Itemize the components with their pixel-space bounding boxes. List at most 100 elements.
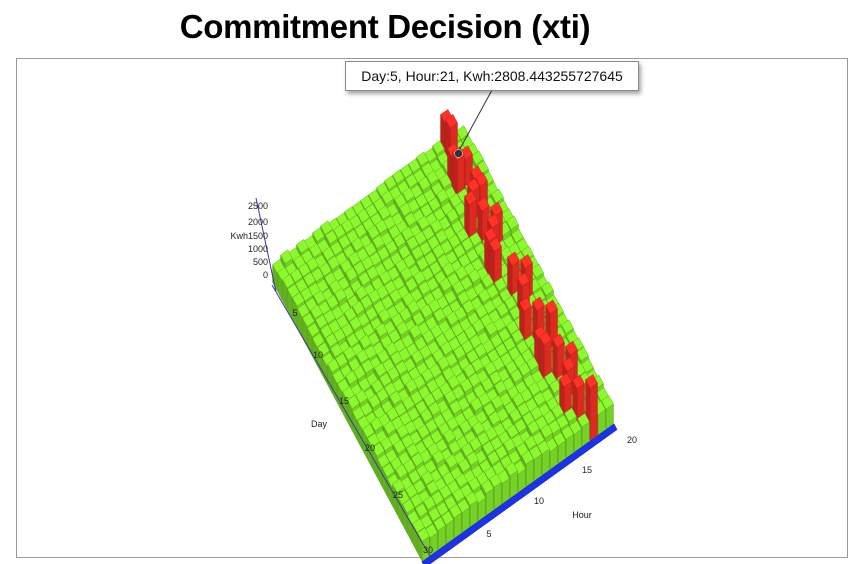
bar-face-top <box>358 271 371 286</box>
hour-axis: 5 10 15 20 Hour <box>486 435 637 539</box>
bar-face-top <box>361 255 374 271</box>
bar-face-top <box>322 246 335 261</box>
bar-face-top <box>382 462 395 478</box>
bar-face-top <box>465 491 478 506</box>
bar-face-top <box>418 176 431 191</box>
bar-face-top <box>393 233 406 248</box>
bar-face-top <box>298 262 311 277</box>
bar-face-top <box>402 498 415 514</box>
bar-face-top <box>403 458 416 474</box>
bar-face-top <box>448 439 461 455</box>
bar-face-top <box>355 389 368 404</box>
bar-face-top <box>376 387 389 403</box>
bar-face-top <box>327 255 340 270</box>
bar-face-top <box>471 257 484 273</box>
bar-face-top <box>410 390 423 405</box>
bar-face-top <box>463 363 476 378</box>
bar-face-top <box>461 339 474 355</box>
bar-face-top <box>326 294 339 310</box>
bar-face-top <box>364 241 377 257</box>
bar-face-top <box>543 410 556 425</box>
bar-face-top <box>356 349 369 364</box>
bar-face-top <box>435 229 448 244</box>
bar-face-top <box>411 245 424 261</box>
bar-face-top <box>446 310 459 326</box>
bar-face-top <box>428 401 441 416</box>
bar-face-top <box>280 249 293 264</box>
bar-face-top <box>520 254 533 269</box>
bar-face-top <box>477 431 490 446</box>
bar-face-top <box>521 450 534 465</box>
bar-face-day <box>589 382 598 441</box>
bar-face-top <box>491 188 504 204</box>
hour-tick-label: 5 <box>486 529 491 539</box>
bar-face-top <box>512 392 525 407</box>
bar-face-top <box>325 229 338 245</box>
bar-face-top <box>569 420 582 435</box>
bar-face-top <box>381 295 394 310</box>
bar-face-top <box>453 345 466 360</box>
bar-face-top <box>396 423 409 439</box>
bar-face-top <box>335 352 348 368</box>
bar-face-top <box>436 501 449 517</box>
bar-face-top <box>319 262 332 277</box>
bar-face-top <box>374 362 387 377</box>
bar-face-top <box>420 408 433 423</box>
kwh-tick-label: 500 <box>253 257 268 267</box>
bar-face-top <box>522 411 535 426</box>
bar-face-top <box>531 263 544 279</box>
bar-face-top <box>421 470 434 486</box>
bar-face-top <box>282 273 295 289</box>
bar-face-top <box>358 377 371 392</box>
bar-face-top <box>452 280 465 295</box>
bar-face-top <box>399 307 412 322</box>
bar-face-top <box>346 332 359 348</box>
bar-face-top <box>551 403 564 419</box>
bar-face-top <box>526 356 539 371</box>
bar-face-top <box>320 220 333 235</box>
bar-face-top <box>539 331 552 346</box>
bar-face-top <box>292 292 305 307</box>
bar-face-top <box>462 299 475 314</box>
bar-face-top <box>519 297 532 312</box>
bar-face-top <box>312 227 325 242</box>
bar-face-top <box>311 267 324 282</box>
bar-face-top <box>483 401 496 417</box>
highlight-marker <box>454 149 463 158</box>
bar-face-top <box>417 527 430 542</box>
bar-face-top <box>440 340 453 356</box>
bar-face-top <box>511 328 524 344</box>
bar-face-top <box>362 322 375 338</box>
bar-face-top <box>351 236 364 252</box>
bar-face-top <box>443 428 456 444</box>
bar-face-top <box>431 490 444 506</box>
bar-face-top <box>431 387 444 402</box>
bar-face-top <box>441 510 454 526</box>
bar-face-top <box>482 440 495 456</box>
bar-face-top <box>459 419 472 435</box>
bar-face-top <box>313 290 326 305</box>
bar-face-top <box>348 251 361 266</box>
bar-face-top <box>481 377 494 392</box>
bar-face-top <box>506 424 519 439</box>
bar-face-top <box>333 327 346 343</box>
bar-face-top <box>537 440 550 455</box>
bar-face-top <box>494 277 507 292</box>
bar-face-top <box>510 368 523 383</box>
bar-face-top <box>413 270 426 285</box>
bar-face-top <box>448 233 461 249</box>
bar-face-top <box>370 416 383 432</box>
bar-face-top <box>585 374 598 389</box>
bar-face-top <box>439 484 452 500</box>
bar-face-top <box>453 243 466 259</box>
day-axis: 5 10 15 20 25 30 Day <box>271 284 433 557</box>
bar-face-top <box>561 425 574 440</box>
bar-face-top <box>449 503 462 519</box>
bar-face-top <box>360 294 373 310</box>
bar-face-top <box>367 432 380 448</box>
bar-face-top <box>410 493 423 508</box>
bar-face-top <box>564 407 577 423</box>
bar-face-top <box>317 341 330 357</box>
bar-face-top <box>446 208 459 223</box>
